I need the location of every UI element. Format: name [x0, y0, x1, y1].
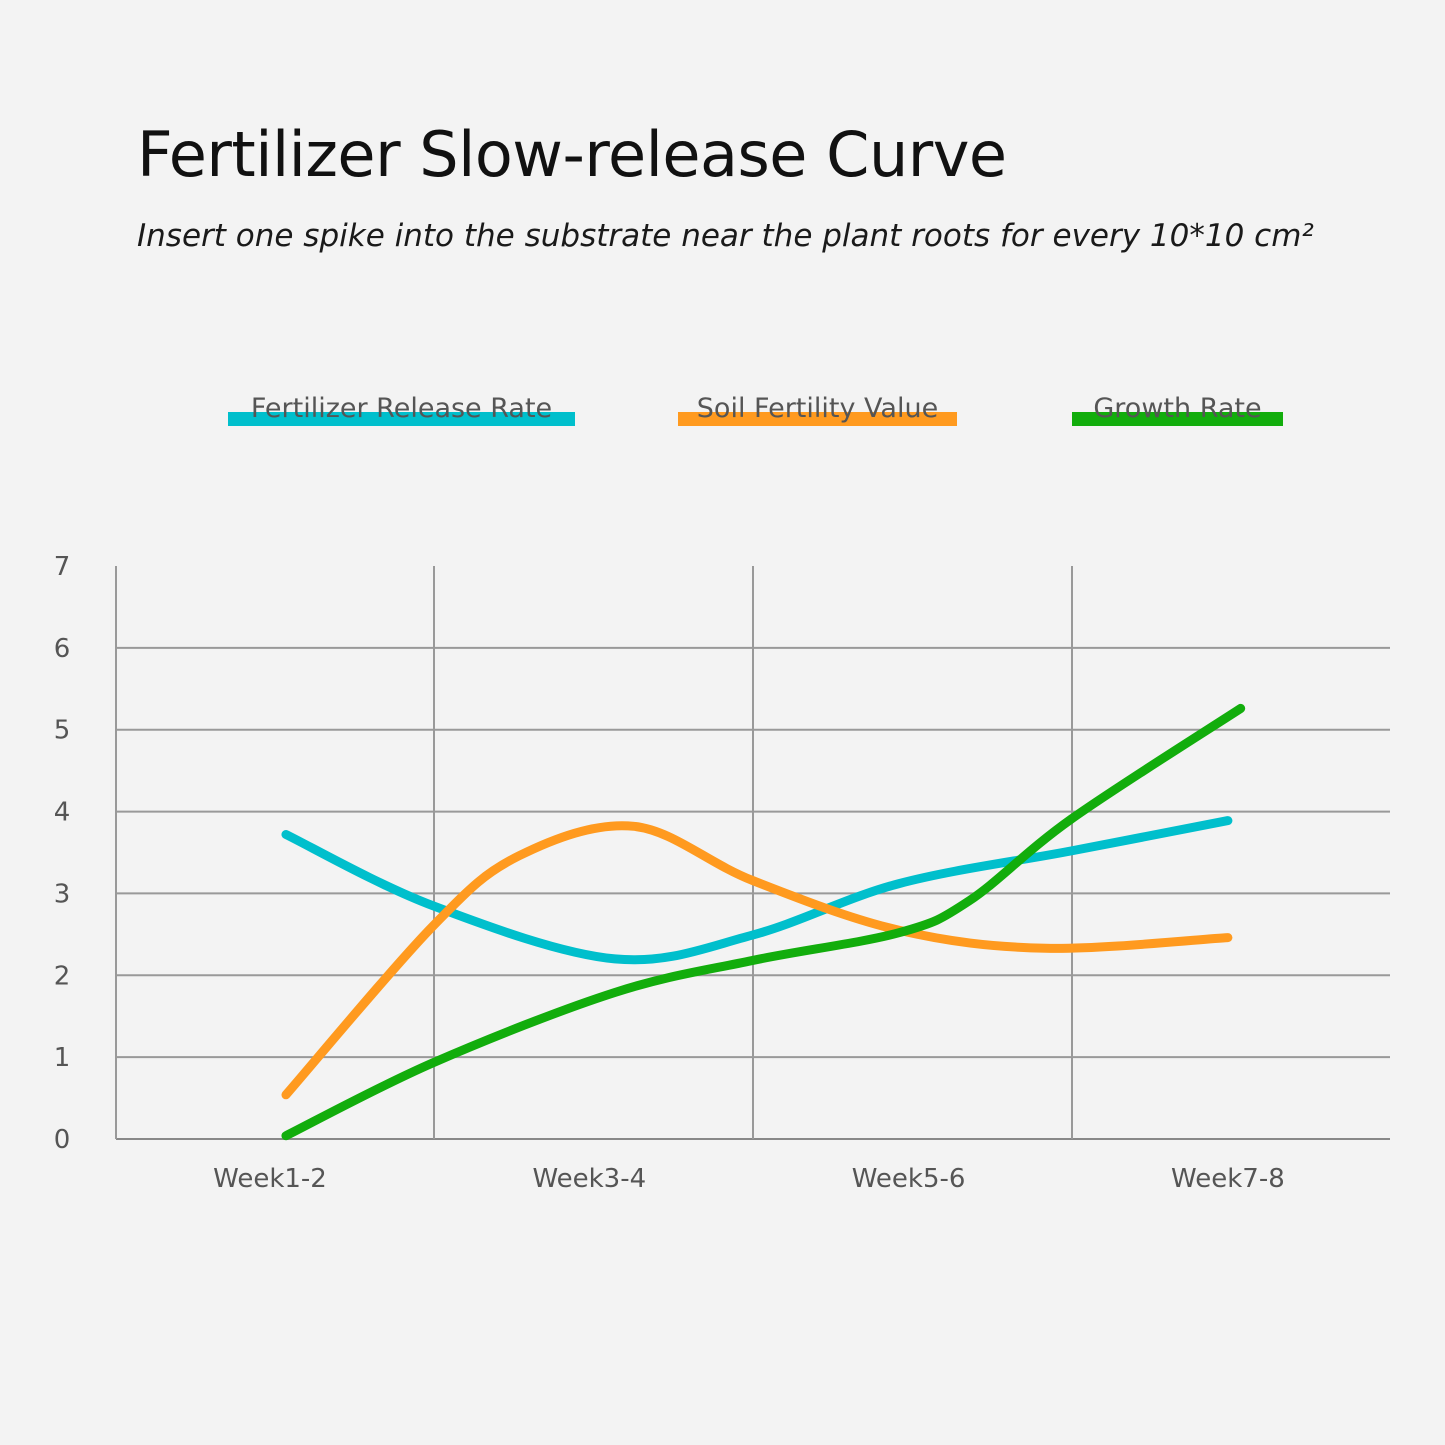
x-tick-label: Week5-6 [852, 1164, 966, 1194]
chart-subtitle: Insert one spike into the substrate near… [137, 218, 1314, 254]
series-line-soil-fertility-value [281, 821, 1233, 1100]
y-tick-label: 7 [54, 552, 71, 582]
series-line-growth-rate [281, 703, 1246, 1141]
legend-label: Fertilizer Release Rate [251, 393, 552, 424]
y-tick-label: 0 [54, 1125, 71, 1155]
y-tick-label: 4 [54, 798, 71, 828]
y-tick-label: 2 [54, 961, 71, 991]
legend-label: Soil Fertility Value [697, 393, 938, 424]
legend-label: Growth Rate [1093, 393, 1261, 424]
y-tick-label: 3 [54, 879, 71, 909]
x-tick-label: Week7-8 [1171, 1164, 1285, 1194]
x-tick-label: Week3-4 [532, 1164, 646, 1194]
series-line-fertilizer-release-rate [281, 816, 1233, 965]
chart-title: Fertilizer Slow-release Curve [137, 118, 1007, 191]
y-tick-label: 1 [54, 1043, 71, 1073]
y-tick-label: 5 [54, 716, 71, 746]
y-tick-label: 6 [54, 634, 71, 664]
x-tick-label: Week1-2 [213, 1164, 327, 1194]
